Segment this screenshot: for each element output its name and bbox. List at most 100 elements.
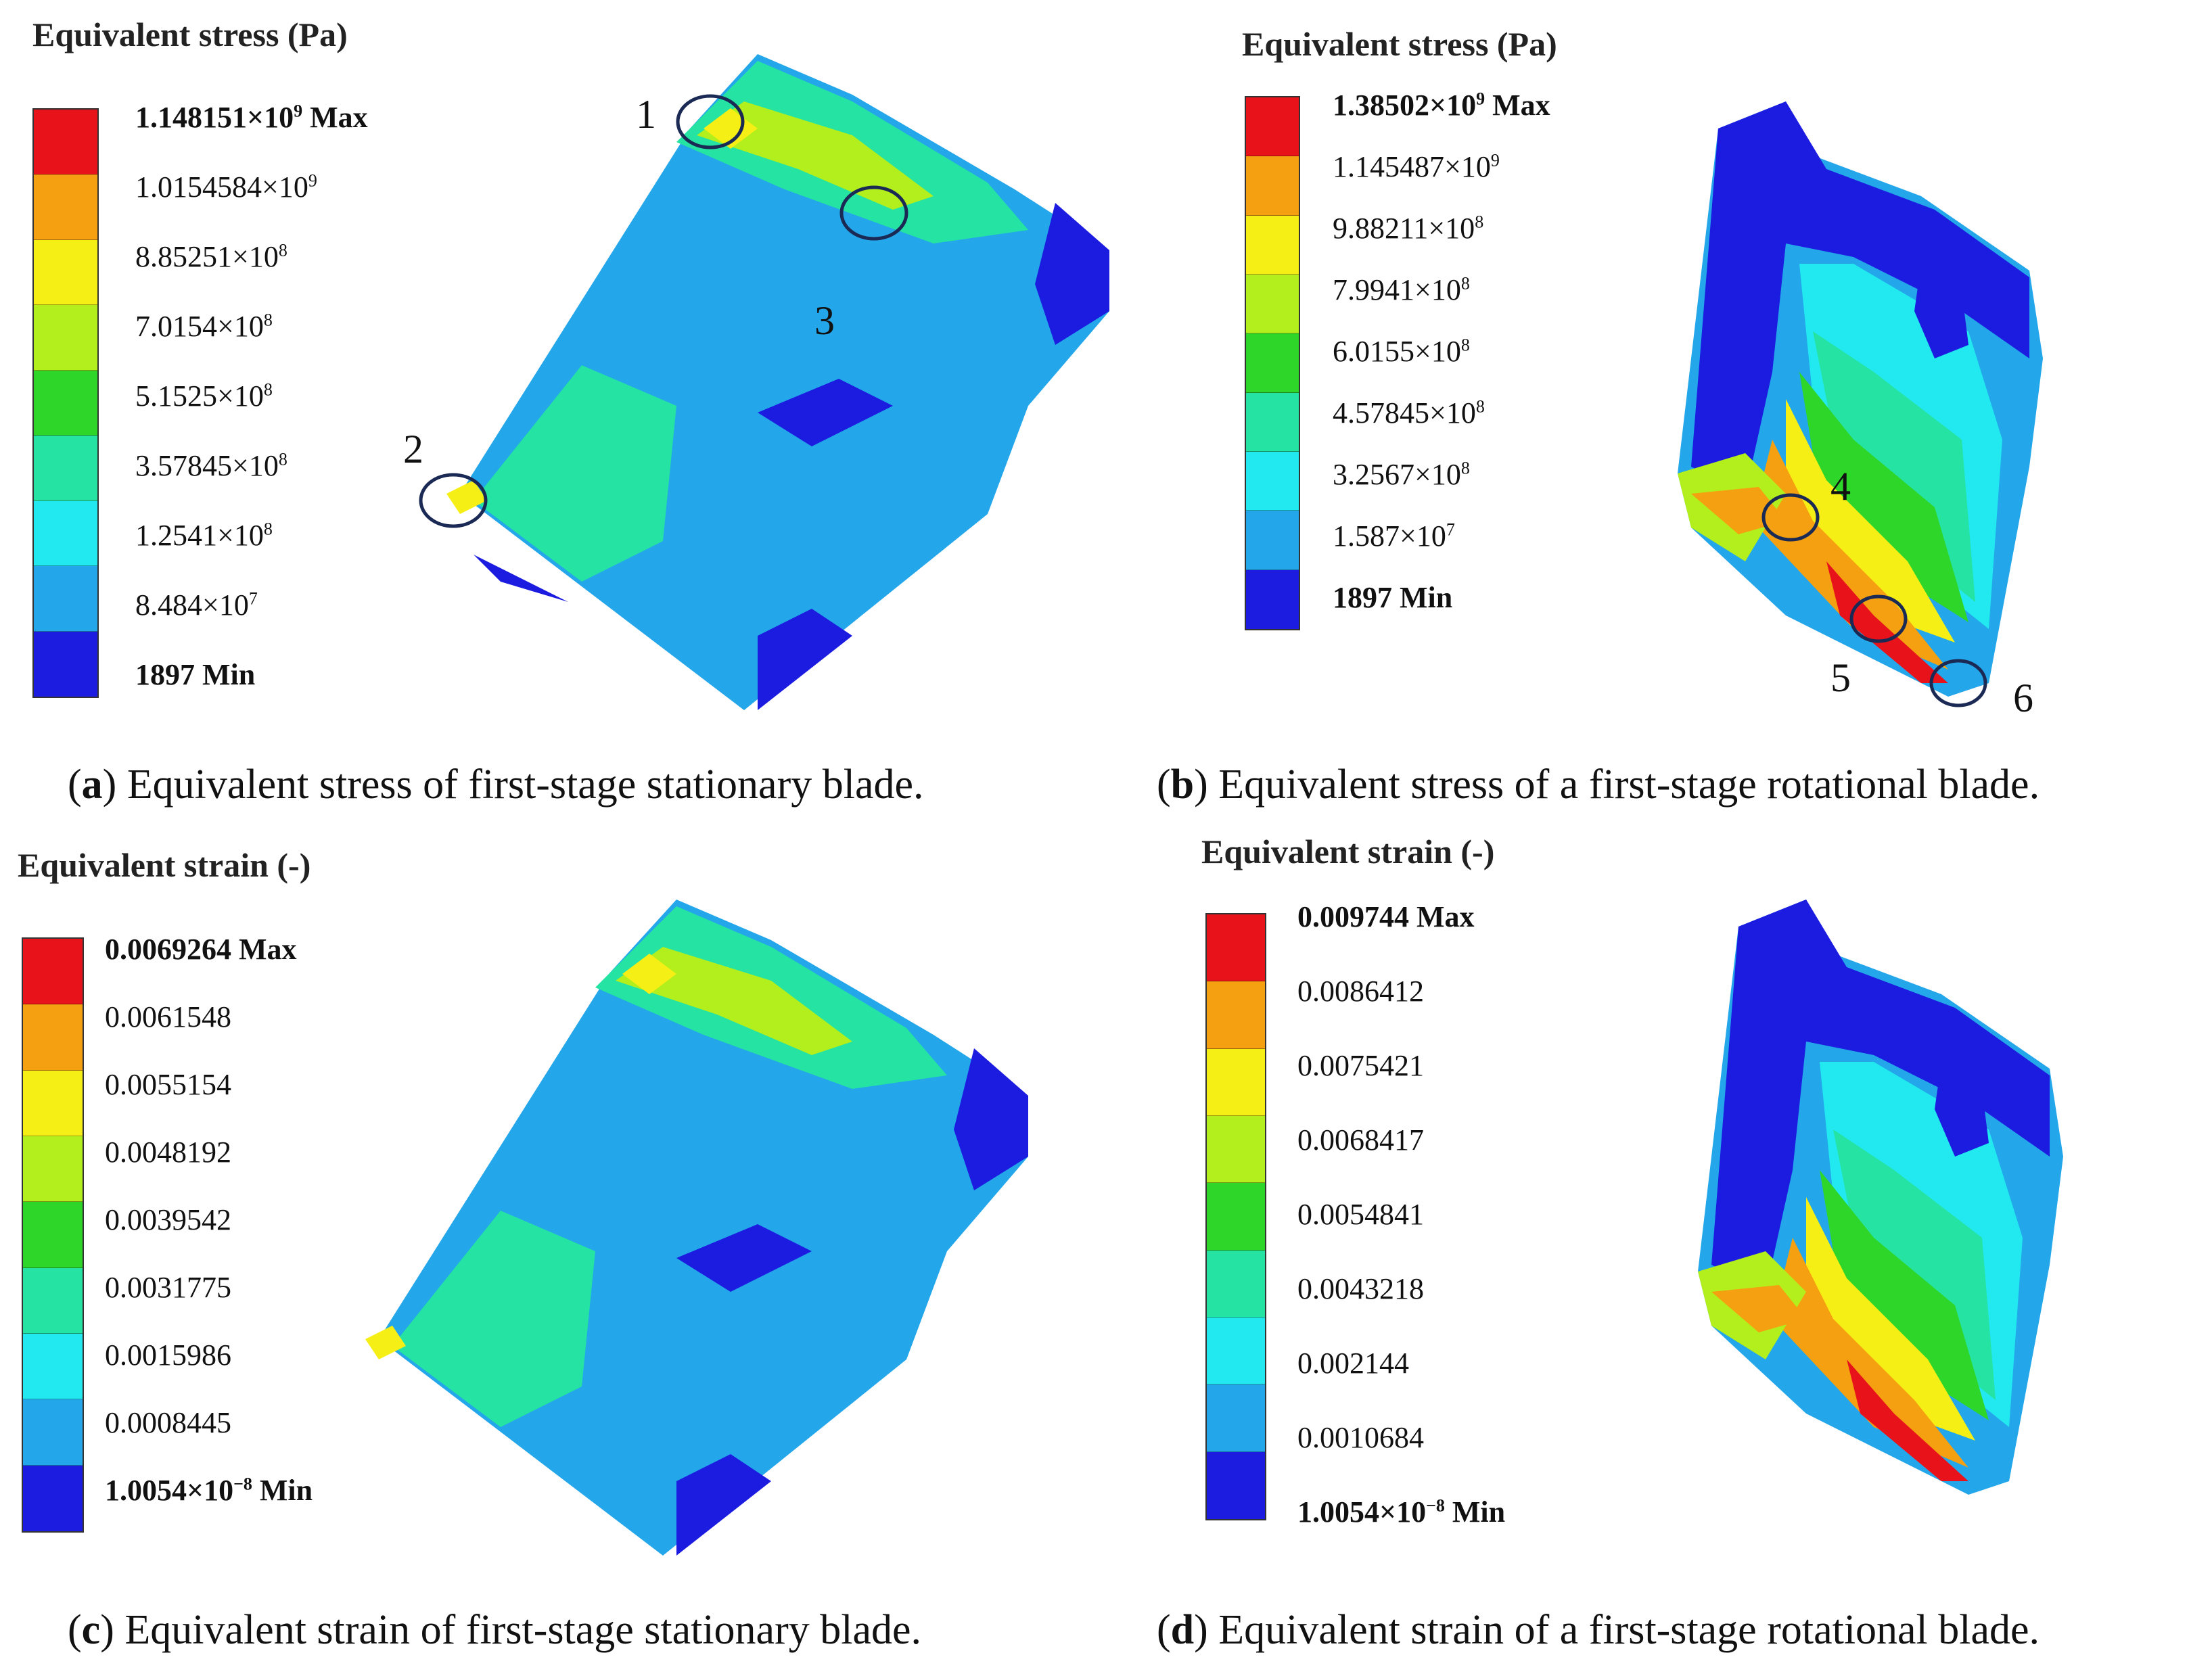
blade-region-darkblue-1 [1035,203,1109,345]
legend-suffix: Min [1392,581,1453,614]
color-scale-segment [1246,156,1299,216]
blade-region-green [1799,372,1968,622]
legend-mantissa: 1.0054×10 [105,1474,234,1507]
panel-b-marker-5: 5 [1830,655,1851,700]
blade-region-green [1820,1170,1989,1420]
legend-mantissa: 0.0010684 [1297,1421,1424,1454]
legend-label: 0.0055154 [105,1067,231,1102]
legend-label: 1.0054×10−8 Min [105,1473,313,1508]
legend-suffix: Max [302,101,368,134]
legend-label: 1.2541×108 [135,518,273,553]
legend-mantissa: 3.57845×10 [135,449,279,482]
marker-circle-4 [1761,493,1820,542]
legend-mantissa: 0.0068417 [1297,1123,1424,1157]
color-scale-segment [1246,333,1299,393]
blade-region-darkblue-top [1711,900,2050,1292]
legend-label: 9.88211×108 [1333,211,1483,246]
legend-mantissa: 1.148151×10 [135,101,294,134]
legend-label: 0.0054841 [1297,1197,1424,1232]
color-scale-segment [23,1333,83,1400]
legend-label: 0.0086412 [1297,974,1424,1008]
legend-mantissa: 1.38502×10 [1333,89,1477,122]
legend-label: 1.38502×109 Max [1333,88,1550,122]
legend-exponent: 8 [1460,458,1470,478]
legend-exponent: 9 [294,101,303,121]
color-scale-segment [34,174,97,240]
color-scale-segment [1207,1048,1265,1116]
marker-circle-6 [1929,659,1987,707]
legend-suffix: Max [231,933,297,966]
legend-label: 0.0008445 [105,1405,231,1440]
legend-exponent: 8 [1475,212,1484,232]
legend-exponent: 8 [1475,396,1485,417]
panel-d-caption: (d) Equivalent strain of a first-stage r… [1157,1607,2040,1653]
panel-b-marker-6: 6 [2013,676,2033,720]
color-scale-segment [34,436,97,501]
legend-exponent: 9 [308,170,317,191]
legend-exponent: 7 [248,588,258,609]
legend-exponent: 8 [263,379,273,400]
legend-exponent: −8 [233,1474,252,1494]
color-scale-segment [1246,451,1299,511]
color-scale-segment [34,500,97,567]
legend-mantissa: 0.009744 [1297,900,1409,933]
legend-label: 0.002144 [1297,1346,1409,1380]
panel-a-marker-3: 3 [814,298,835,343]
color-scale-segment [34,110,97,175]
marker-circle-5 [1849,595,1908,643]
panel-d-color-scale [1205,913,1266,1520]
legend-exponent: 9 [1476,89,1485,109]
legend-suffix: Max [1409,900,1475,933]
legend-mantissa: 4.57845×10 [1333,396,1476,429]
panel-b-caption: (b) Equivalent stress of a first-stage r… [1157,762,2040,808]
blade-region-yellow [622,954,676,994]
blade-region-darkblue-2 [676,1454,771,1556]
legend-label: 0.0069264 Max [105,932,297,966]
marker-circle-3 [839,185,908,241]
panel-c-stationary-blade-strain [365,900,1028,1556]
legend-mantissa: 1.587×10 [1333,519,1446,553]
legend-label: 1897 Min [1333,580,1452,615]
legend-label: 0.0048192 [105,1135,231,1169]
color-scale-segment [23,939,83,1005]
legend-mantissa: 7.9941×10 [1333,273,1461,306]
legend-label: 0.0039542 [105,1203,231,1237]
legend-mantissa: 0.0086412 [1297,975,1424,1008]
color-scale-segment [1207,1317,1265,1385]
legend-label: 0.0015986 [105,1338,231,1372]
legend-exponent: 8 [278,240,287,260]
blade-region-darkblue-2 [758,609,852,710]
legend-label: 1.0054×10−8 Min [1297,1495,1505,1529]
legend-label: 6.0155×108 [1333,334,1470,369]
legend-label: 1897 Min [135,657,255,692]
legend-label: 7.0154×108 [135,309,273,344]
panel-b-rotational-blade-stress [1678,101,2043,707]
color-scale-segment [23,1202,83,1268]
legend-label: 3.2567×108 [1333,457,1470,492]
legend-suffix: Min [252,1474,313,1507]
blade-region-darkblue-3 [676,1224,812,1292]
color-scale-segment [34,239,97,306]
legend-mantissa: 1897 [135,658,195,691]
legend-label: 0.0043218 [1297,1272,1424,1306]
legend-mantissa: 8.484×10 [135,588,249,622]
legend-exponent: 8 [278,449,287,469]
panel-a-legend-title: Equivalent stress (Pa) [32,16,348,53]
legend-label: 0.0068417 [1297,1123,1424,1157]
legend-label: 8.484×107 [135,588,258,622]
legend-suffix: Min [1444,1495,1506,1529]
legend-mantissa: 0.0055154 [105,1068,231,1101]
legend-mantissa: 0.0075421 [1297,1049,1424,1082]
legend-label: 0.0031775 [105,1270,231,1305]
legend-label: 0.0061548 [105,1000,231,1034]
panel-b-legend-title: Equivalent stress (Pa) [1242,25,1557,63]
legend-mantissa: 9.88211×10 [1333,212,1475,245]
legend-mantissa: 0.0008445 [105,1406,231,1439]
legend-mantissa: 0.0015986 [105,1338,231,1372]
color-scale-segment [1207,1451,1265,1519]
legend-label: 0.0075421 [1297,1048,1424,1083]
color-scale-segment [23,1136,83,1203]
legend-mantissa: 6.0155×10 [1333,335,1461,368]
legend-label: 1.0154584×109 [135,170,317,204]
marker-circle-2 [419,473,488,528]
